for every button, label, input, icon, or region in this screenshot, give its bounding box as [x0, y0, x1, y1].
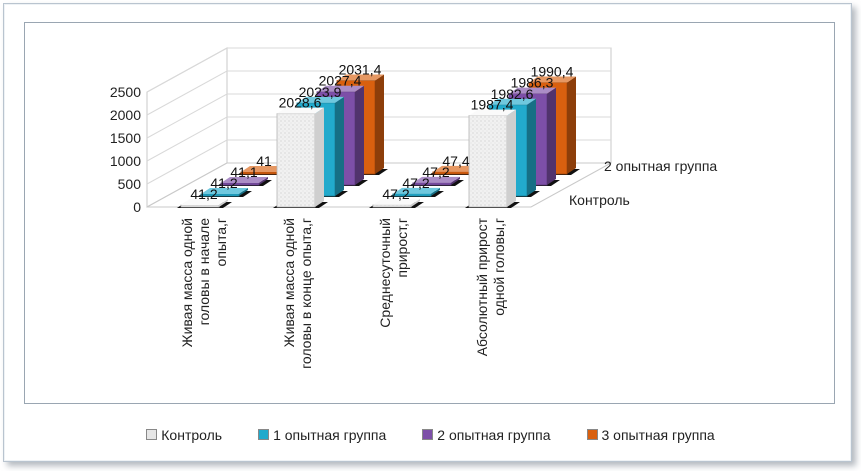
data-label: 41	[256, 153, 272, 169]
bar-top	[413, 176, 460, 183]
bar-top	[317, 85, 364, 92]
bar-side	[507, 109, 516, 207]
bar-top	[201, 188, 248, 194]
bar-side	[411, 198, 420, 207]
data-label: 41,2	[210, 175, 237, 191]
bar-top	[337, 74, 384, 81]
data-label: 1987,4	[471, 97, 514, 113]
legend-item: 1 опытная группа	[258, 427, 386, 443]
bar-front	[372, 204, 412, 208]
category-label-line: Живая масса одной	[281, 218, 297, 347]
bar-top	[277, 107, 324, 114]
bar-side	[547, 87, 556, 185]
category-label-line: одной головы,г	[491, 218, 507, 316]
category-label: Живая масса одной головы в конце опыта,г	[281, 218, 314, 369]
bar-control-cat-1	[177, 199, 232, 208]
data-label: 41,1	[230, 164, 257, 180]
category-label-line: опыта,г	[213, 218, 229, 266]
bar-side	[375, 74, 384, 174]
category-label-line: Живая масса одной	[179, 218, 195, 347]
data-label: 1982,6	[491, 86, 534, 102]
bar-side	[567, 76, 576, 174]
y-tick-label: 0	[133, 199, 141, 215]
legend-swatch	[422, 429, 434, 440]
bar-control-cat-2	[273, 107, 328, 208]
category-label-line: головы в начале	[196, 218, 212, 326]
bar-group-1-cat-3	[389, 187, 444, 197]
bar-side	[355, 85, 364, 185]
y-tick-label: 2000	[110, 107, 141, 123]
y-tick-label: 500	[118, 176, 142, 192]
data-label: 2027,4	[319, 73, 362, 89]
category-label: Живая масса одной головы в начале опыта,г	[179, 218, 229, 348]
category-label-line: Среднесуточный	[377, 218, 393, 328]
bar-top	[529, 76, 576, 83]
legend-swatch	[146, 429, 158, 440]
data-label: 2031,4	[339, 62, 382, 78]
bar-side	[451, 176, 460, 185]
data-label: 1986,3	[511, 75, 554, 91]
bar-side	[219, 199, 228, 207]
bar-front	[180, 204, 220, 208]
data-label: 47,2	[402, 175, 429, 191]
bar-group-1-cat-1	[197, 188, 252, 197]
bar-top	[393, 187, 440, 194]
bar-top	[241, 166, 288, 172]
bar-side	[259, 177, 268, 185]
bar-top	[489, 98, 536, 105]
bar-side	[527, 98, 536, 196]
category-label: Среднесуточный прирост,г	[377, 218, 410, 328]
bar-top	[221, 177, 268, 183]
data-label: 47,2	[422, 164, 449, 180]
data-label: 2023,9	[299, 84, 342, 100]
data-label: 41,2	[190, 186, 217, 202]
category-label-line: Абсолютный прирост	[474, 217, 490, 356]
legend: Контроль 1 опытная группа 2 опытная группа…	[0, 427, 861, 443]
bar-control-cat-4	[465, 109, 520, 208]
gridline	[146, 47, 611, 93]
bar-side	[239, 188, 248, 196]
category-label-line: головы в конце опыта,г	[298, 218, 314, 369]
legend-label: 2 опытная группа	[437, 427, 551, 443]
legend-swatch	[258, 429, 270, 440]
category-label: Абсолютный прирост одной головы,г	[474, 217, 507, 356]
legend-item: 3 опытная группа	[586, 427, 715, 443]
bar-front	[468, 115, 508, 208]
legend-item: 2 опытная группа	[422, 427, 551, 443]
depth-axis-label: 2 опытная группа	[604, 158, 717, 174]
bar-group-2-cat-3	[409, 176, 464, 186]
y-tick-label: 2500	[110, 84, 141, 100]
bar-side	[431, 187, 440, 196]
bar-top	[297, 96, 344, 103]
data-label: 47,4	[442, 153, 469, 169]
y-tick-label: 1000	[110, 153, 141, 169]
depth-axis-label: Контроль	[569, 192, 630, 208]
bar-top	[469, 109, 516, 116]
bar-group-2-cat-1	[217, 177, 272, 186]
legend-label: 3 опытная группа	[601, 427, 715, 443]
bar-top	[509, 87, 556, 94]
data-label: 2028,6	[279, 95, 322, 111]
gridline	[146, 70, 611, 116]
legend-label: Контроль	[161, 427, 223, 443]
bar-control-cat-3	[369, 198, 424, 208]
bar-top	[181, 199, 228, 205]
y-tick-label: 1500	[110, 130, 141, 146]
bar-front	[276, 113, 316, 208]
gridline	[146, 93, 611, 139]
bar-side	[315, 107, 324, 207]
bar-top	[373, 198, 420, 205]
legend-swatch	[586, 429, 598, 440]
data-label: 47,2	[382, 186, 409, 202]
legend-label: 1 опытная группа	[273, 427, 387, 443]
bar-side	[335, 96, 344, 196]
data-label: 1990,4	[531, 63, 574, 79]
bar-top	[433, 165, 480, 172]
category-label-line: прирост,г	[394, 218, 410, 278]
legend-item: Контроль	[146, 427, 222, 443]
